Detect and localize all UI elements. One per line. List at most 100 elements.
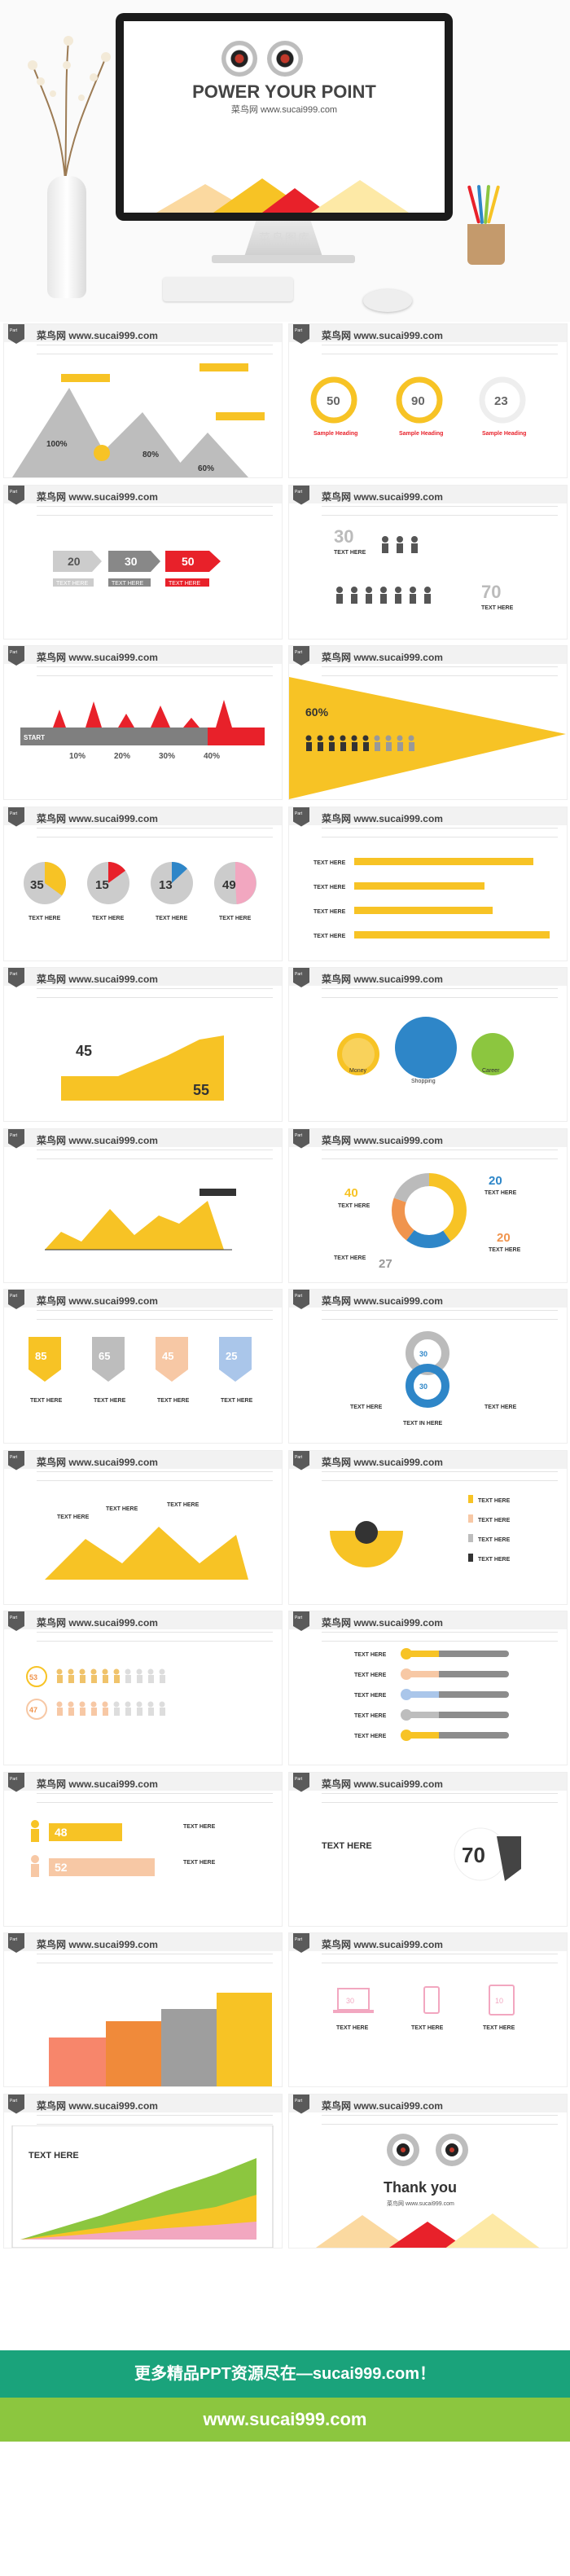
slide-thumbnail[interactable]: Part 菜鸟网 www.sucai999.com TEXT HERE TEXT …	[288, 806, 568, 961]
slide-thumbnail[interactable]: Part 菜鸟网 www.sucai999.com 50 90 23 Sampl…	[288, 323, 568, 478]
slide-shape	[395, 586, 401, 593]
slide-shape	[382, 535, 418, 553]
slide-thumbnail[interactable]: Part 菜鸟网 www.sucai999.com 45 55	[3, 967, 283, 1122]
slide-thumbnail[interactable]: Part 菜鸟网 www.sucai999.com TEXT HERE	[3, 2093, 283, 2249]
hero-watermark: 菜鸟图库	[259, 231, 311, 244]
slide-text: 30%	[159, 752, 175, 761]
slide-tab-label: Part	[10, 1454, 18, 1460]
slide-text: Thank you	[384, 2179, 457, 2196]
slide-thumbnail[interactable]: Part 菜鸟网 www.sucai999.com Money Shopping…	[288, 967, 568, 1122]
slide-shape	[31, 1863, 39, 1877]
slide-text: TEXT HERE	[221, 1398, 253, 1404]
slide-tab-badge	[293, 1772, 309, 1792]
slide-tab-badge	[293, 968, 309, 987]
slide-thumbnail[interactable]: Part 菜鸟网 www.sucai999.com 48 52 TEXT HER…	[3, 1771, 283, 1927]
slide-thumbnail[interactable]: Part 菜鸟网 www.sucai999.com 40 20 20 27 TE…	[288, 1128, 568, 1283]
slide-shape	[330, 1530, 403, 1567]
footer-banner-primary[interactable]: 更多精品PPT资源尽在—sucai999.com！	[0, 2350, 570, 2398]
slide-thumbnail[interactable]: Part 菜鸟网 www.sucai999.com 30 10 TEXT HER…	[288, 1932, 568, 2087]
slide-shape	[31, 1828, 39, 1842]
slide-shape	[310, 376, 357, 424]
slide-graphic-svg: Thank you 菜鸟网 www.sucai999.com	[315, 2133, 540, 2248]
slide-text: TEXT HERE	[167, 1502, 200, 1508]
slide-header	[289, 968, 567, 986]
slide-thumbnail[interactable]: Part 菜鸟网 www.sucai999.com	[3, 1932, 283, 2087]
slide-shape	[61, 374, 110, 382]
slide-graphic: 40 20 20 27 TEXT HERE TEXT HERE TEXT HER…	[289, 1160, 567, 1282]
slide-thumbnail[interactable]: Part 菜鸟网 www.sucai999.com 30 30 TEXT HER…	[288, 1289, 568, 1444]
slide-shape	[406, 1671, 439, 1677]
slide-text: TEXT HERE	[354, 1652, 387, 1658]
slide-graphic: 30 30 TEXT HERE TEXT HERE TEXT IN HERE	[289, 1321, 567, 1443]
slide-graphic: 30 10 TEXT HERE TEXT HERE TEXT HERE	[289, 1964, 567, 2086]
slide-text: TEXT HERE	[183, 1860, 216, 1866]
slide-shape	[336, 593, 343, 604]
slide-graphic-svg: TEXT HERE 70	[322, 1827, 521, 1881]
slide-graphic: 35 15 13 49 TEXT HERE TEXT HERE TEXT HER…	[4, 838, 282, 961]
slide-graphic-svg: 50 90 23 Sample Heading Sample Heading S…	[310, 376, 526, 437]
slide-tab-label: Part	[10, 1294, 18, 1299]
slide-text: TEXT HERE	[334, 550, 366, 556]
slide-thumbnail[interactable]: Part 菜鸟网 www.sucai999.com 60%	[288, 645, 568, 800]
slide-shape	[392, 1172, 467, 1248]
slide-graphic: 100% 80% 60%	[4, 355, 282, 477]
slide-shape	[61, 1035, 224, 1101]
slide-shape	[306, 742, 312, 751]
slide-thumbnail[interactable]: Part 菜鸟网 www.sucai999.com 20 30 50 TEXT …	[3, 484, 283, 640]
slide-shape	[395, 593, 401, 604]
slide-shape	[479, 376, 526, 424]
slide-shape	[317, 735, 323, 741]
slide-site-title: 菜鸟网 www.sucai999.com	[322, 1778, 443, 1790]
slide-thumbnail[interactable]: Part 菜鸟网 www.sucai999.com TEXT HERE TEXT…	[3, 1449, 283, 1605]
slide-thumbnail[interactable]: Part 菜鸟网 www.sucai999.com TEXT HERE TEXT …	[288, 1449, 568, 1605]
slide-shape	[148, 1708, 154, 1716]
slide-thumbnail[interactable]: Part 菜鸟网 www.sucai999.com 85 TEXT HERE 65 T…	[3, 1289, 283, 1444]
slide-thumbnail[interactable]: Part 菜鸟网 www.sucai999.com START 10% 20% …	[3, 645, 283, 800]
slide-site-title: 菜鸟网 www.sucai999.com	[322, 2099, 443, 2112]
slide-thumbnail[interactable]: Part 菜鸟网 www.sucai999.com 35 15 13 49 TE…	[3, 806, 283, 961]
slide-text: START	[24, 734, 45, 741]
slide-shape	[53, 710, 66, 728]
slide-shape	[200, 363, 248, 371]
slide-site-title: 菜鸟网 www.sucai999.com	[322, 652, 443, 663]
slide-thumbnail[interactable]: Part 菜鸟网 www.sucai999.com 100% 80% 60%	[3, 323, 283, 478]
slide-shape	[49, 1822, 122, 1841]
slide-text: 52	[55, 1861, 68, 1874]
slide-site-title: 菜鸟网 www.sucai999.com	[322, 490, 443, 503]
slide-graphic: 50 90 23 Sample Heading Sample Heading S…	[289, 355, 567, 477]
footer-banner-url[interactable]: www.sucai999.com	[0, 2398, 570, 2442]
slide-text: 27	[379, 1257, 392, 1271]
slide-text: 55	[193, 1082, 209, 1098]
slide-shape	[147, 1701, 154, 1708]
slide-text: TEXT HERE	[354, 1673, 387, 1678]
slide-tab-badge	[293, 485, 309, 505]
flower-branch-icon	[28, 36, 111, 179]
slide-description-lines	[37, 1792, 273, 1803]
slide-thumbnail[interactable]: Part 菜鸟网 www.sucai999.com TEXT HERE 70	[288, 1771, 568, 1927]
slide-graphic: TEXT HERE TEXT HERE TEXT HERE TEXT HERE	[289, 1482, 567, 1604]
slide-thumbnail[interactable]: Part 菜鸟网 www.sucai999.com	[3, 1128, 283, 1283]
slide-shape	[328, 735, 335, 741]
slide-shape	[108, 861, 125, 883]
slide-shape	[137, 1675, 142, 1683]
slide-shape	[56, 1668, 63, 1675]
slide-site-title: 菜鸟网 www.sucai999.com	[37, 652, 158, 663]
slide-thumbnail[interactable]: Part 菜鸟网 www.sucai999.com 30 TEXT HERE 7…	[288, 484, 568, 640]
slide-text: 菜鸟网 www.sucai999.com	[387, 2200, 454, 2207]
slide-shape	[125, 1675, 131, 1683]
slide-thumbnail[interactable]: Part 菜鸟网 www.sucai999.com Thank you 菜鸟网 …	[288, 2093, 568, 2249]
slide-shape	[45, 861, 66, 895]
slide-tab-label: Part	[10, 1615, 18, 1620]
slide-text: TEXT HERE	[322, 1841, 372, 1851]
slide-tab-badge	[293, 646, 309, 666]
slide-thumbnail[interactable]: Part 菜鸟网 www.sucai999.com 53 47	[3, 1611, 283, 1765]
slide-site-title: 菜鸟网 www.sucai999.com	[37, 1617, 158, 1629]
slide-thumbnail[interactable]: Part 菜鸟网 www.sucai999.com TEXT HERE TEXT …	[288, 1611, 568, 1765]
footer: 更多精品PPT资源尽在—sucai999.com！ www.sucai999.c…	[0, 2253, 570, 2576]
slide-graphic-svg: TEXT HERE TEXT HERE TEXT HERE TEXT HERE TEXT…	[354, 1648, 509, 1741]
slide-shape	[49, 1857, 155, 1876]
slide-tab-label: Part	[295, 489, 303, 495]
hero-cover: POWER YOUR POINT 菜鸟网 www.sucai999.com 菜鸟…	[0, 0, 570, 322]
slide-shape	[497, 1835, 521, 1881]
slide-shape	[336, 586, 343, 593]
